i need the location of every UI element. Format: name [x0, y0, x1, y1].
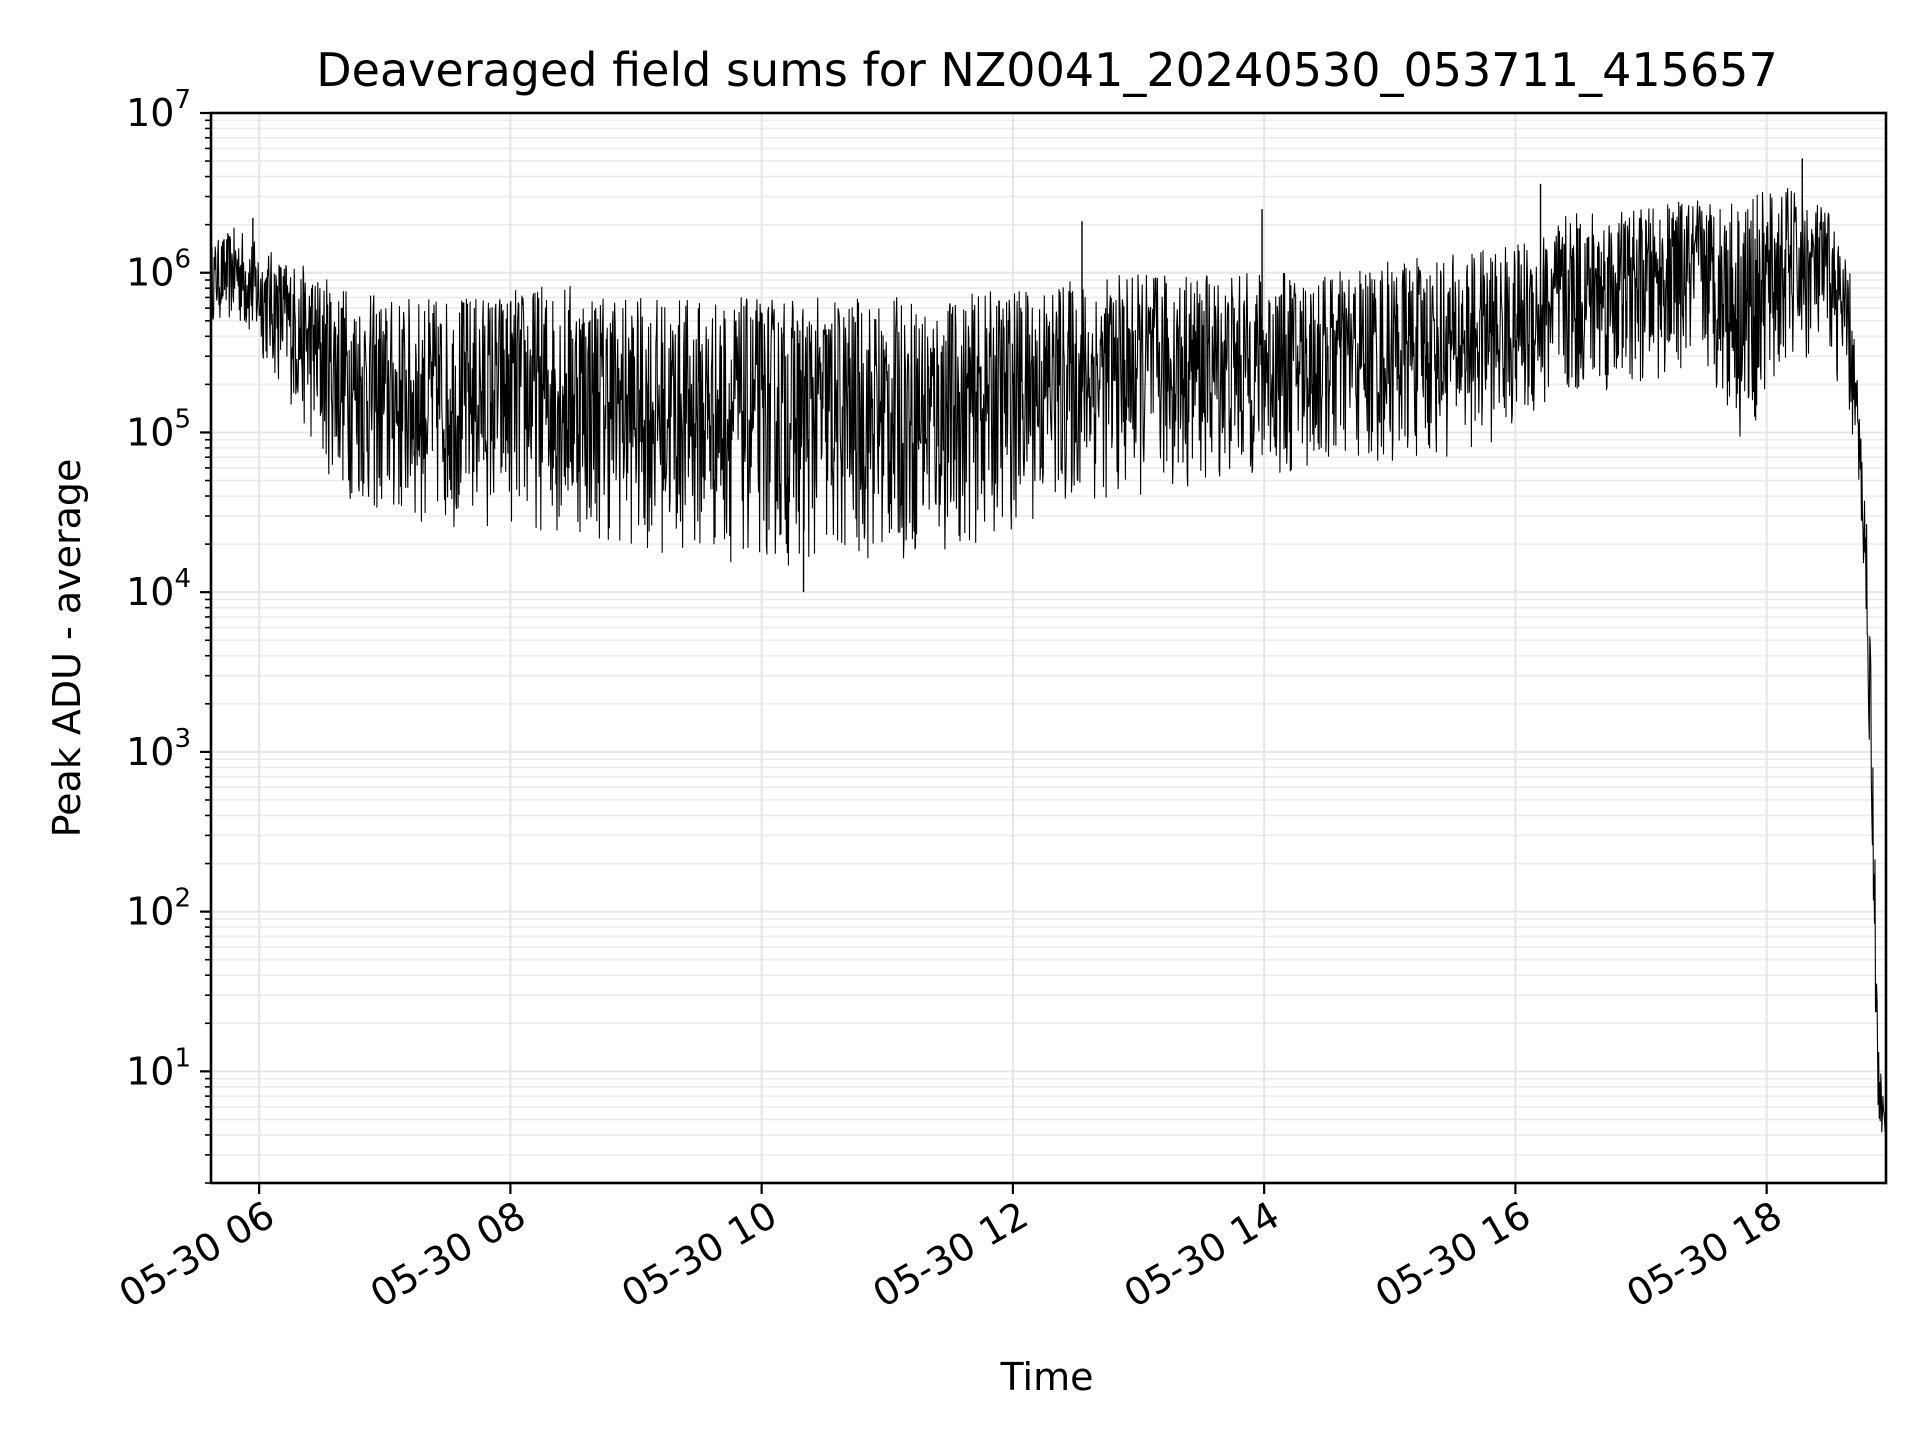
y-axis-ticks: 101 102 103 104 105 106 107 [126, 85, 211, 1184]
y-axis-label: Peak ADU - average [45, 459, 89, 838]
y-tick-label: 103 [126, 724, 191, 774]
x-axis-label: Time [1000, 1355, 1094, 1399]
y-tick-label: 105 [126, 404, 191, 454]
y-tick-label: 101 [126, 1043, 191, 1093]
y-tick-label: 104 [126, 564, 191, 614]
y-tick-label: 107 [126, 85, 191, 135]
series-group [210, 158, 1887, 1136]
chart-title: Deaveraged field sums for NZ0041_2024053… [316, 43, 1777, 97]
series-line [210, 188, 1887, 1136]
plot-frame [209, 111, 1888, 1185]
y-tick-label: 102 [126, 884, 191, 934]
y-tick-label: 106 [126, 245, 191, 295]
